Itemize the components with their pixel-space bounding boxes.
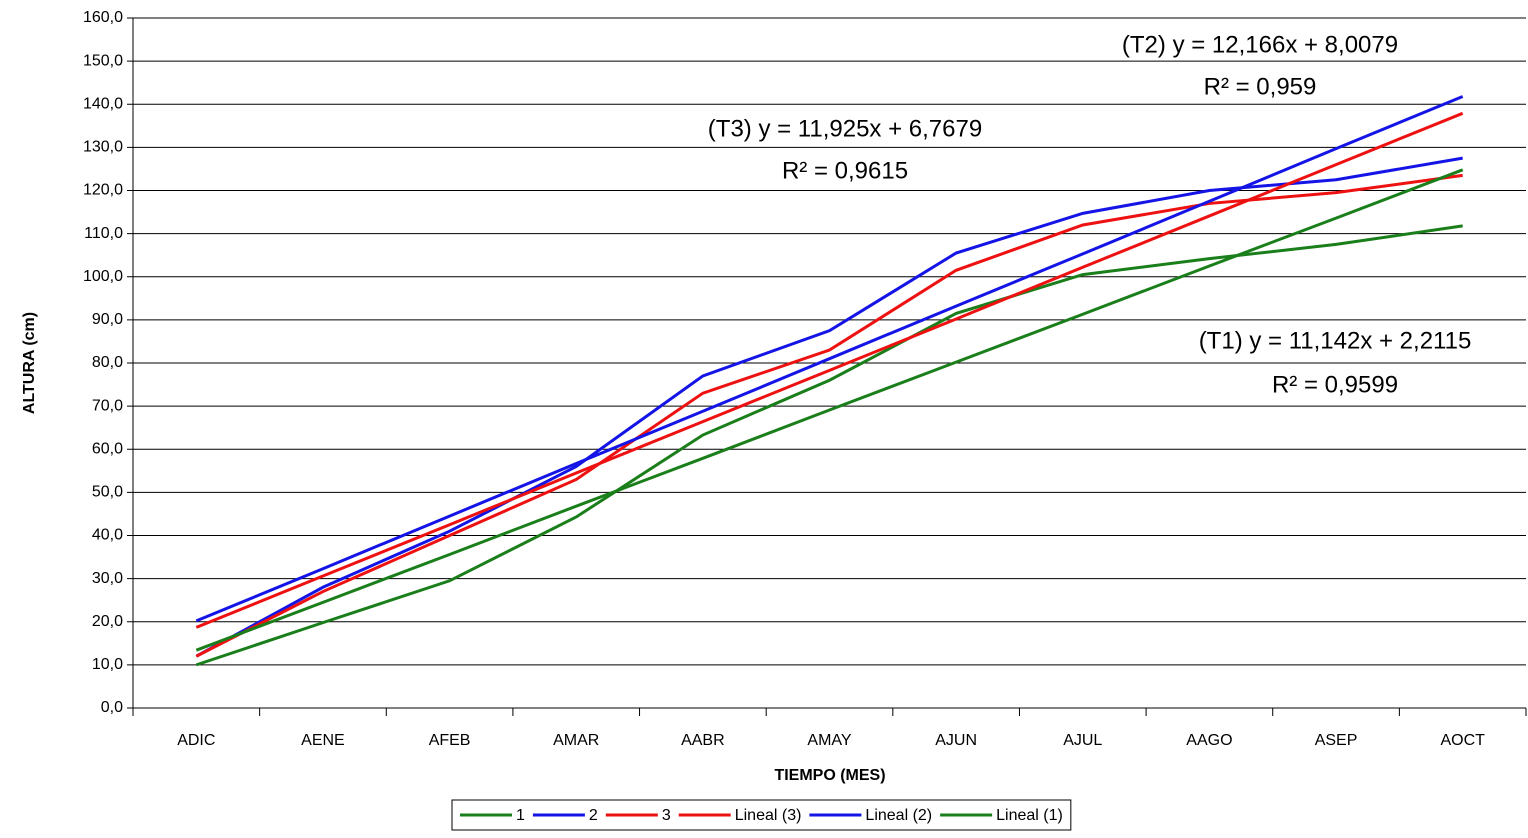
series-line: [195, 168, 1464, 652]
legend-label: 3: [662, 807, 671, 824]
series-line: [195, 111, 1464, 629]
trend-r2: R² = 0,959: [1204, 73, 1317, 100]
x-tick-label: AJUN: [935, 732, 977, 749]
x-tick-label: AENE: [301, 732, 345, 749]
x-tick-label: ASEP: [1315, 732, 1358, 749]
y-tick-label: 40,0: [92, 527, 123, 544]
legend-label: 1: [516, 807, 525, 824]
trend-equation: (T1) y = 11,142x + 2,2115: [1199, 327, 1472, 354]
y-tick-label: 30,0: [92, 570, 123, 587]
x-tick-label: AJUL: [1063, 732, 1102, 749]
y-tick-label: 10,0: [92, 656, 123, 673]
y-tick-label: 50,0: [92, 484, 123, 501]
series-line: [195, 95, 1464, 623]
x-tick-label: AOCT: [1440, 732, 1485, 749]
y-tick-label: 130,0: [83, 139, 123, 156]
y-tick-label: 20,0: [92, 613, 123, 630]
legend-label: Lineal (2): [865, 807, 932, 824]
y-axis-title: ALTURA (cm): [21, 312, 38, 414]
y-tick-label: 0,0: [101, 699, 123, 716]
legend-label: 2: [589, 807, 598, 824]
series-line: [195, 173, 1463, 658]
y-tick-label: 100,0: [83, 268, 123, 285]
y-tick-label: 120,0: [83, 182, 123, 199]
y-tick-label: 110,0: [84, 225, 123, 242]
y-tick-label: 90,0: [92, 311, 123, 328]
x-axis-title: TIEMPO (MES): [774, 767, 885, 784]
y-tick-label: 80,0: [92, 354, 123, 371]
x-tick-label: AMAR: [553, 732, 599, 749]
trend-equation: (T2) y = 12,166x + 8,0079: [1122, 31, 1398, 58]
y-tick-label: 70,0: [92, 397, 123, 414]
x-tick-label: AAGO: [1186, 732, 1232, 749]
y-tick-label: 160,0: [83, 9, 123, 26]
legend-label: Lineal (1): [996, 807, 1063, 824]
x-tick-label: AFEB: [429, 732, 471, 749]
series-line: [195, 156, 1463, 658]
trend-r2: R² = 0,9615: [782, 157, 908, 184]
x-tick-label: AMAY: [807, 732, 851, 749]
y-tick-label: 140,0: [83, 95, 123, 112]
y-tick-label: 60,0: [92, 440, 123, 457]
trend-r2: R² = 0,9599: [1272, 371, 1398, 398]
x-tick-label: AABR: [681, 732, 725, 749]
trend-equation: (T3) y = 11,925x + 6,7679: [708, 115, 982, 142]
x-tick-label: ADIC: [177, 732, 215, 749]
series-line: [195, 224, 1463, 667]
legend-label: Lineal (3): [735, 807, 802, 824]
legend: 1 2 3 Lineal (3) Lineal (2) Lineal (1): [451, 799, 1072, 831]
y-tick-label: 150,0: [83, 52, 123, 69]
